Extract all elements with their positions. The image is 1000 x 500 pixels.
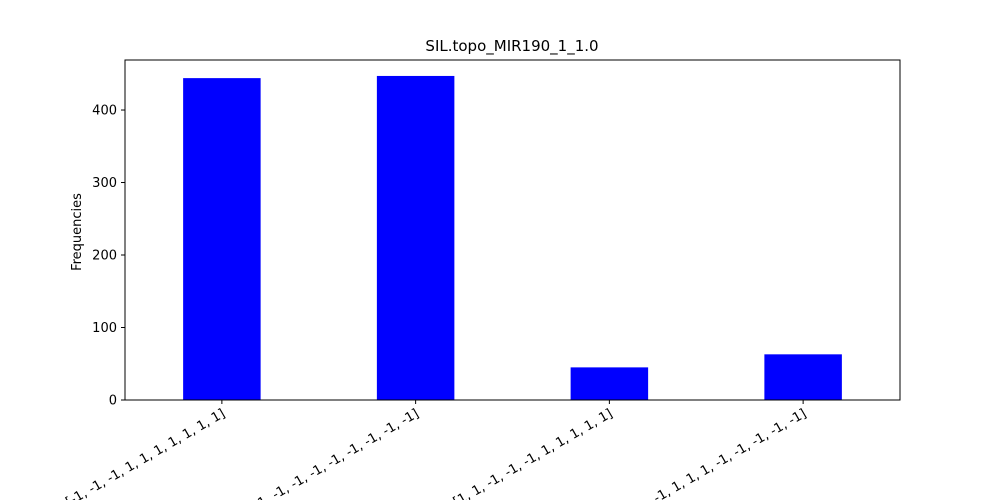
y-tick-label: 200: [92, 249, 117, 264]
y-tick-label: 300: [92, 176, 117, 191]
x-tick-label: [1, 1, -1, -1, -1, -1, -1, -1, -1, -1]: [237, 406, 422, 500]
bar: [570, 367, 649, 400]
bar: [764, 354, 842, 400]
bar: [183, 78, 261, 401]
y-tick-label: 100: [92, 321, 117, 336]
plot-frame: [124, 59, 901, 401]
x-tick-label: [-1, -1, -1, 1, 1, 1, 1, 1, 1, 1]: [63, 406, 228, 500]
y-tick-label: 400: [92, 104, 117, 119]
chart-title: SIL.topo_MIR190_1_1.0: [425, 37, 598, 56]
y-tick-label: 0: [109, 394, 117, 409]
bar: [376, 75, 455, 401]
y-axis-label: Frequencies: [70, 193, 85, 271]
x-tick-label: [1, 1, -1, -1, -1, 1, 1, 1, 1, 1]: [451, 406, 616, 500]
x-tick-label: [-1, -1, 1, 1, 1, -1, -1, -1, -1, -1]: [628, 406, 809, 500]
